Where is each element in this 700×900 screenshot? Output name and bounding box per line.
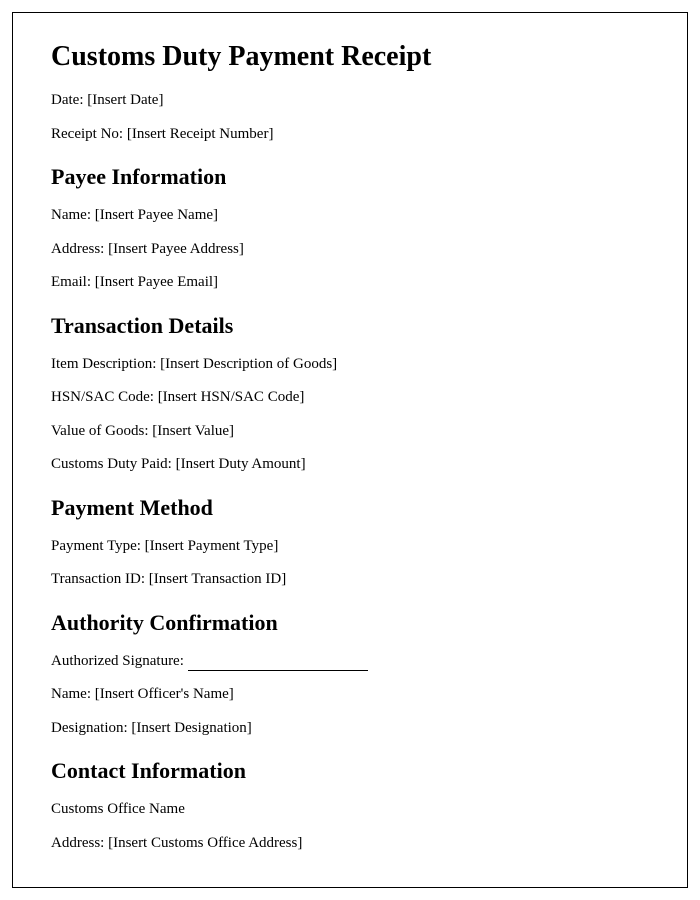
officer-name-field: Name: [Insert Officer's Name] [51, 685, 649, 705]
officer-name-value: [Insert Officer's Name] [95, 686, 234, 702]
payee-address-value: [Insert Payee Address] [108, 241, 244, 257]
document-title: Customs Duty Payment Receipt [51, 41, 649, 73]
hsn-label: HSN/SAC Code: [51, 389, 158, 405]
item-desc-field: Item Description: [Insert Description of… [51, 355, 649, 375]
office-address-value: [Insert Customs Office Address] [108, 835, 302, 851]
item-desc-label: Item Description: [51, 356, 160, 372]
payee-heading: Payee Information [51, 164, 649, 190]
value-field: Value of Goods: [Insert Value] [51, 422, 649, 442]
contact-heading: Contact Information [51, 758, 649, 784]
officer-name-label: Name: [51, 686, 95, 702]
date-field: Date: [Insert Date] [51, 91, 649, 111]
office-address-field: Address: [Insert Customs Office Address] [51, 834, 649, 854]
office-address-label: Address: [51, 835, 108, 851]
txn-id-value: [Insert Transaction ID] [149, 571, 286, 587]
signature-label: Authorized Signature: [51, 653, 188, 669]
office-name-field: Customs Office Name [51, 800, 649, 820]
receipt-document: Customs Duty Payment Receipt Date: [Inse… [12, 12, 688, 888]
duty-value: [Insert Duty Amount] [176, 456, 306, 472]
value-label: Value of Goods: [51, 423, 152, 439]
designation-field: Designation: [Insert Designation] [51, 719, 649, 739]
payee-address-field: Address: [Insert Payee Address] [51, 240, 649, 260]
payment-type-field: Payment Type: [Insert Payment Type] [51, 537, 649, 557]
signature-line [188, 670, 368, 671]
receipt-no-field: Receipt No: [Insert Receipt Number] [51, 125, 649, 145]
payee-email-field: Email: [Insert Payee Email] [51, 273, 649, 293]
payee-address-label: Address: [51, 241, 108, 257]
receipt-no-label: Receipt No: [51, 126, 127, 142]
duty-label: Customs Duty Paid: [51, 456, 176, 472]
date-value: [Insert Date] [87, 92, 163, 108]
item-desc-value: [Insert Description of Goods] [160, 356, 337, 372]
payee-name-label: Name: [51, 207, 95, 223]
payee-email-value: [Insert Payee Email] [95, 274, 218, 290]
hsn-field: HSN/SAC Code: [Insert HSN/SAC Code] [51, 388, 649, 408]
designation-value: [Insert Designation] [131, 720, 251, 736]
value-value: [Insert Value] [152, 423, 234, 439]
payment-type-value: [Insert Payment Type] [145, 538, 279, 554]
authority-heading: Authority Confirmation [51, 610, 649, 636]
txn-id-label: Transaction ID: [51, 571, 149, 587]
receipt-no-value: [Insert Receipt Number] [127, 126, 274, 142]
designation-label: Designation: [51, 720, 131, 736]
date-label: Date: [51, 92, 87, 108]
signature-field: Authorized Signature: [51, 652, 649, 672]
payee-name-value: [Insert Payee Name] [95, 207, 218, 223]
payment-heading: Payment Method [51, 495, 649, 521]
duty-field: Customs Duty Paid: [Insert Duty Amount] [51, 455, 649, 475]
txn-id-field: Transaction ID: [Insert Transaction ID] [51, 570, 649, 590]
transaction-heading: Transaction Details [51, 313, 649, 339]
hsn-value: [Insert HSN/SAC Code] [158, 389, 305, 405]
payee-name-field: Name: [Insert Payee Name] [51, 206, 649, 226]
payment-type-label: Payment Type: [51, 538, 145, 554]
payee-email-label: Email: [51, 274, 95, 290]
